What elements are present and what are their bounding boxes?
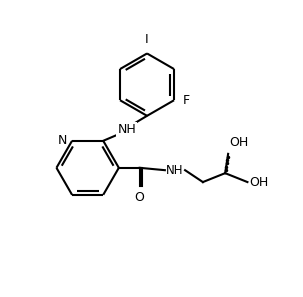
Text: I: I	[145, 33, 149, 46]
Text: OH: OH	[230, 136, 249, 149]
Text: F: F	[182, 94, 189, 107]
Text: N: N	[58, 134, 68, 147]
Text: NH: NH	[117, 123, 136, 136]
Text: NH: NH	[166, 164, 184, 177]
Text: OH: OH	[249, 176, 268, 189]
Text: O: O	[135, 191, 145, 204]
